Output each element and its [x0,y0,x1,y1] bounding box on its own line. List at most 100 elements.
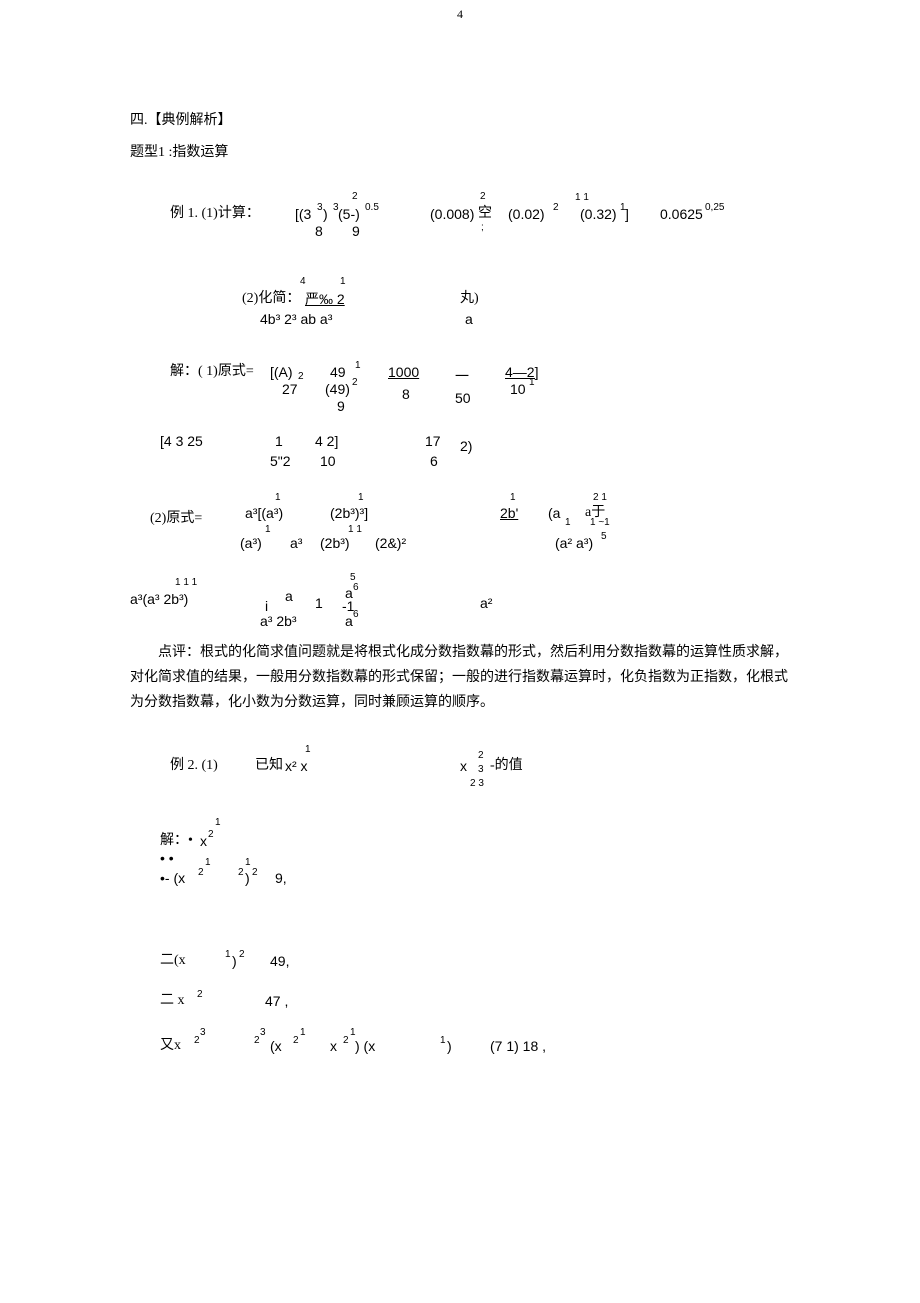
f: 2 [197,987,203,1003]
f: 1 [265,522,271,538]
f: 2 [352,189,358,205]
f: 0.0625 [660,203,703,225]
f: x [330,1035,337,1057]
f: (2b³) [320,532,350,554]
f: 4b³ 2³ ab a³ [260,308,332,330]
solution-1-step4: 1 1 1 a³(a³ 2b³) a i 1 5 a 6 -1 a² a³ 2b… [130,570,790,625]
solution-1-step3: (2)原式= 1 a³[(a³) 1 (2b³)³] 1 2b' (a 1 2 … [150,490,790,550]
f: 49, [270,950,289,972]
document-body: 四.【典例解析】 题型1 :指数运算 例 1. (1)计算： [(3 3 ) 3… [0,0,920,1100]
f: 0,25 [705,200,724,216]
f: (0.02) [508,203,545,225]
f: 2 [293,1033,299,1049]
f: 2 [352,375,358,391]
f: ] [625,203,629,225]
f: 6 [353,607,359,623]
solution-2-step2: 二(x 1 ) 2 49, [160,945,790,970]
f: 2 [208,827,214,843]
f: 1000 [388,361,419,383]
f: 2 [252,865,258,881]
f: 一 [455,365,469,387]
f: (a² a³) [555,532,593,554]
f: 9 [352,220,360,242]
f: ) [245,867,250,889]
f: 0.5 [365,200,379,216]
f: 5"2 [270,450,291,472]
f: 1 [205,855,211,871]
solution-1-step2: [4 3 25 1 4 2] 17 2) 5"2 10 6 [160,425,790,465]
f: 2 [343,1033,349,1049]
f: (7 1) 18 , [490,1035,546,1057]
f: 6 [430,450,438,472]
f: 27 [282,378,298,400]
f: 1 [565,515,571,531]
f: a [465,308,473,330]
solution-2-step1: 解：• 1 x 2 • • 1 1 •- (x 2 2 ) 2 9, [160,815,790,885]
f: x² x [285,755,308,777]
f: 又x [160,1035,181,1057]
example-1-line2: 4 1 (2)化简： 严‰ 2 4b³ 2³ ab a³ 丸) a [170,270,790,325]
f: (a³) [240,532,262,554]
f: [4 3 25 [160,430,203,452]
f: -的值 [490,755,523,777]
f: 2 3 [470,776,484,792]
page-number: 4 [457,5,463,24]
f: 1 [300,1025,306,1041]
f: x [200,830,207,852]
f: 1 ~1 [590,515,610,531]
f: ; [481,220,484,236]
f: a³ [290,532,302,554]
f: (0.008) [430,203,474,225]
solution-1-step1: 解：( 1)原式= [(A) 2 49 1 1000 一 4—2] 27 (49… [170,355,790,405]
f: 10 [510,378,526,400]
f: 解：( 1)原式= [170,361,254,383]
f: 3 [317,200,323,216]
f: 1 [355,358,361,374]
f: a³(a³ 2b³) [130,588,188,610]
f: (a [548,502,560,524]
f: 1 [225,947,231,963]
f: 二 x [160,990,185,1012]
f: 47 , [265,990,288,1012]
f: 3 [260,1025,266,1041]
f: 3 [200,1025,206,1041]
f: 2 [239,947,245,963]
f: 8 [315,220,323,242]
f: a [285,585,293,607]
f: 50 [455,387,471,409]
topic-heading: 题型1 :指数运算 [130,142,790,164]
solution-2-step4: 又x 3 2 3 2 (x 1 2 x 1 2 ) (x 1 ) (7 1) 1… [160,1025,790,1050]
f: 2) [460,435,472,457]
f: ) [447,1035,452,1057]
f: ) [232,950,237,972]
f: (2&)² [375,532,406,554]
f: 例 2. (1) [170,755,218,777]
f: (2)原式= [150,508,202,530]
f: 1 [315,592,323,614]
f: 1 [215,815,221,831]
f: (x [270,1035,282,1057]
f: x [460,755,467,777]
f: 2b' [500,502,518,524]
f: a² [480,592,492,614]
f: ) [323,203,328,225]
f: 2 [198,865,204,881]
f: •- (x [160,867,185,889]
f: 2 [553,200,559,216]
f: 1 [529,375,535,391]
f: ) (x [355,1035,375,1057]
solution-2-step3: 二 x 2 47 , [160,985,790,1010]
f: a [345,610,353,632]
f: 9, [275,867,287,889]
f: 6 [353,580,359,596]
f: 2 [194,1033,200,1049]
f: 已知 [255,755,283,777]
section-heading: 四.【典例解析】 [130,110,790,132]
f: 1 1 [348,522,362,538]
commentary-text: 点评：根式的化简求值问题就是将根式化成分数指数幕的形式，然后利用分数指数幕的运算… [130,640,790,716]
f: 8 [402,383,410,405]
f: a³ 2b³ [260,610,297,632]
f: 10 [320,450,336,472]
ex1-prefix: 例 1. (1)计算： [170,203,260,225]
example-2-line1: 例 2. (1) 已知 1 x² x x 2 3 -的值 2 3 [170,740,790,790]
